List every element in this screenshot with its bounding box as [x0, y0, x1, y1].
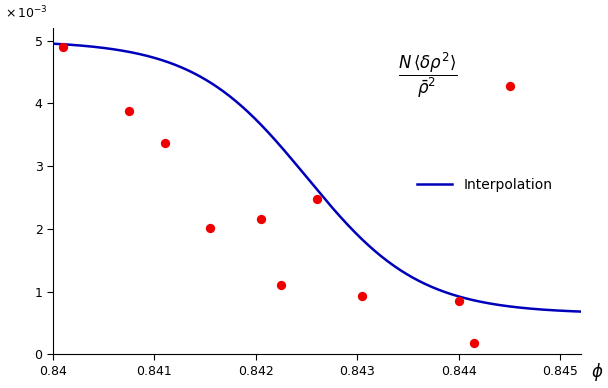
- Point: [58, 44, 68, 50]
- Point: [505, 83, 514, 90]
- Text: $\phi$: $\phi$: [591, 361, 604, 383]
- Point: [312, 196, 322, 203]
- Point: [277, 282, 286, 289]
- Point: [160, 140, 170, 146]
- Point: [124, 108, 134, 114]
- Point: [454, 298, 464, 304]
- Point: [358, 293, 367, 299]
- Point: [256, 216, 266, 222]
- Text: $\times\,10^{-3}$: $\times\,10^{-3}$: [5, 5, 48, 22]
- Point: [469, 340, 479, 346]
- Text: $\dfrac{N\,\langle\delta\rho^2\rangle}{\bar{\rho}^2}$: $\dfrac{N\,\langle\delta\rho^2\rangle}{\…: [398, 51, 457, 100]
- Point: [206, 225, 215, 231]
- Legend: Interpolation: Interpolation: [412, 172, 558, 197]
